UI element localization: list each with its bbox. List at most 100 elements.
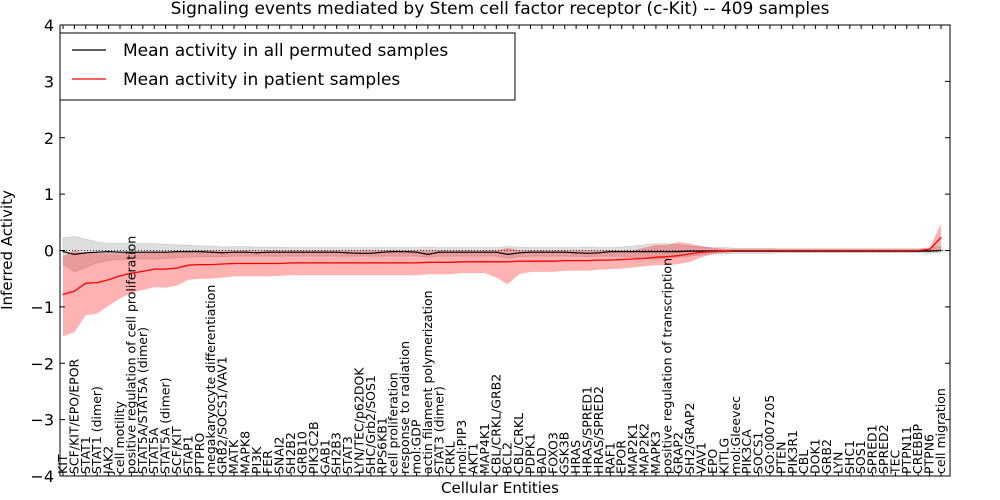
point-patient-59 (735, 249, 737, 252)
point-permuted-20 (290, 251, 292, 253)
point-patient-4 (108, 279, 110, 281)
plot-area: −4−3−2−101234KITSCF/KIT/EPO/EPORSTAT1STA… (30, 16, 951, 486)
y-tick-label: 0 (44, 242, 54, 261)
point-permuted-0 (62, 251, 64, 253)
point-permuted-7 (142, 251, 144, 253)
point-patient-23 (324, 262, 326, 264)
x-tick-label: PTPRO (192, 433, 207, 474)
point-permuted-32 (427, 253, 429, 255)
point-permuted-77 (940, 249, 942, 252)
point-patient-10 (176, 267, 178, 269)
point-patient-9 (165, 268, 167, 270)
point-patient-37 (484, 261, 486, 263)
series-line-patient (62, 237, 942, 296)
point-patient-27 (370, 262, 372, 264)
point-permuted-76 (929, 250, 931, 252)
point-patient-49 (621, 258, 623, 261)
x-tick-label: CBL/CRKL/GRB2 (488, 374, 503, 474)
x-tick-label: mol:Gleevec (728, 396, 743, 474)
legend-label-permuted: Mean activity in all permuted samples (123, 41, 448, 61)
point-patient-20 (290, 262, 292, 264)
x-tick-label: STAT1 (dimer) (89, 386, 104, 474)
point-permuted-31 (415, 251, 418, 253)
point-patient-30 (404, 262, 406, 264)
point-permuted-41 (529, 251, 532, 253)
point-permuted-1 (73, 253, 75, 255)
point-permuted-50 (632, 251, 634, 253)
point-permuted-23 (324, 251, 326, 253)
x-tick-label: STAT5A (dimer) (158, 378, 173, 474)
point-patient-29 (393, 262, 395, 264)
x-tick-label: PTPN11 (899, 426, 914, 474)
point-patient-38 (495, 261, 497, 263)
x-tick-label: SH2B2 (283, 432, 298, 474)
point-patient-46 (586, 260, 589, 262)
point-patient-53 (666, 256, 668, 258)
x-tick-label: SHC1 (842, 440, 857, 474)
point-permuted-19 (279, 251, 281, 253)
x-tick-label: GRB10 (295, 431, 310, 474)
point-permuted-24 (336, 251, 338, 253)
point-patient-36 (472, 261, 475, 263)
point-patient-64 (792, 249, 794, 252)
point-patient-14 (222, 263, 224, 265)
point-permuted-49 (621, 251, 623, 253)
point-patient-15 (233, 262, 235, 265)
point-patient-75 (917, 249, 919, 252)
point-permuted-8 (153, 251, 155, 253)
point-patient-65 (803, 249, 805, 252)
point-permuted-54 (678, 251, 680, 253)
point-permuted-38 (495, 251, 497, 253)
point-patient-70 (860, 249, 862, 252)
point-patient-16 (244, 262, 246, 265)
point-patient-74 (906, 249, 908, 252)
x-tick-label: MATK (226, 439, 241, 474)
point-patient-6 (130, 272, 132, 274)
point-permuted-29 (393, 251, 395, 253)
point-patient-57 (712, 251, 714, 253)
x-tick-label: LYN (830, 452, 845, 474)
y-tick-label: 3 (44, 72, 54, 91)
x-axis-label: Cellular Entities (441, 479, 559, 497)
point-patient-63 (780, 249, 783, 252)
point-patient-58 (723, 250, 726, 252)
point-patient-7 (142, 270, 144, 272)
point-patient-48 (609, 259, 611, 261)
point-permuted-22 (313, 251, 315, 253)
point-permuted-6 (130, 251, 132, 253)
point-patient-40 (518, 260, 520, 262)
y-tick-label: −3 (30, 411, 54, 430)
point-patient-77 (940, 236, 942, 239)
point-permuted-17 (256, 252, 258, 254)
point-patient-11 (187, 264, 189, 266)
point-patient-73 (894, 249, 897, 252)
point-patient-3 (96, 282, 98, 284)
point-patient-19 (279, 262, 281, 265)
x-tick-label: GRB2/SOCS1/VAV1 (215, 356, 230, 474)
x-tick-label: HRAS/SPRED1 (580, 386, 595, 474)
y-axis-label: Inferred Activity (0, 190, 16, 310)
point-permuted-33 (438, 251, 440, 253)
point-patient-60 (746, 249, 748, 252)
point-patient-2 (85, 282, 87, 284)
point-patient-50 (632, 258, 634, 260)
point-permuted-42 (541, 251, 543, 253)
x-tick-label: SCF/KIT (169, 426, 184, 474)
point-patient-13 (210, 264, 212, 266)
point-patient-52 (655, 256, 657, 258)
point-permuted-2 (85, 252, 87, 254)
x-tick-label: EPOR (614, 440, 629, 474)
point-patient-12 (199, 264, 201, 266)
point-patient-69 (849, 249, 851, 252)
point-permuted-25 (347, 252, 349, 254)
point-permuted-39 (507, 253, 509, 255)
point-permuted-13 (210, 251, 212, 253)
point-patient-51 (643, 257, 646, 259)
point-permuted-11 (187, 251, 189, 253)
point-patient-28 (381, 262, 383, 264)
x-tick-label: KIT (55, 454, 70, 474)
x-tick-label: RAF1 (602, 442, 617, 474)
point-permuted-52 (655, 251, 657, 253)
x-tick-label: STAT5A (146, 427, 161, 474)
